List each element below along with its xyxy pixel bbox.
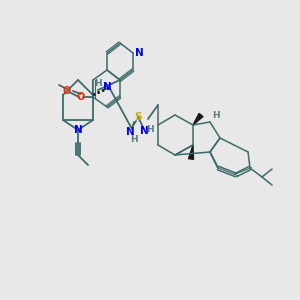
Text: H: H (146, 124, 154, 134)
Text: H: H (130, 134, 138, 143)
Text: N: N (103, 82, 112, 92)
Text: N: N (135, 48, 144, 58)
Text: S: S (134, 112, 142, 122)
Text: N: N (140, 126, 148, 136)
Text: H: H (94, 79, 102, 88)
Polygon shape (188, 145, 194, 159)
Polygon shape (193, 113, 203, 125)
Text: H: H (212, 111, 220, 120)
Text: N: N (126, 127, 134, 137)
Text: O: O (77, 92, 85, 102)
Text: O: O (63, 86, 71, 96)
Text: N: N (74, 125, 82, 135)
